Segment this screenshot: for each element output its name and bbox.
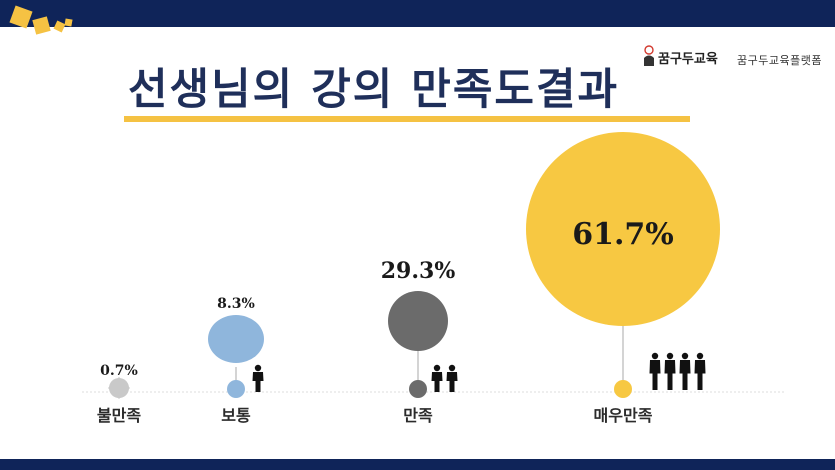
bottom-bar xyxy=(0,459,835,470)
brand-hand-icon xyxy=(644,45,654,66)
brand-logo-text: 꿈구두교육 xyxy=(658,52,718,67)
person-icon xyxy=(664,352,676,390)
value-label: 8.3% xyxy=(217,296,255,312)
title-underline xyxy=(124,116,690,122)
category-label: 불만족 xyxy=(97,406,141,425)
category-label: 매우만족 xyxy=(594,406,653,425)
bubble xyxy=(388,291,448,351)
anchor-dot xyxy=(227,380,245,398)
person-icon xyxy=(649,352,661,390)
bubble-core xyxy=(109,378,129,398)
person-icon xyxy=(252,364,264,392)
category-label: 만족 xyxy=(403,406,433,425)
bubble xyxy=(526,132,720,326)
person-icon xyxy=(446,364,458,392)
value-label: 29.3% xyxy=(381,258,456,284)
page-title: 선생님의 강의 만족도결과 xyxy=(128,65,620,115)
value-label: 0.7% xyxy=(100,363,138,379)
person-icon xyxy=(694,352,706,390)
anchor-dot xyxy=(614,380,632,398)
person-icon xyxy=(679,352,691,390)
anchor-dot xyxy=(409,380,427,398)
brand: 꿈구두교육 꿈구두교육플랫폼 xyxy=(640,44,830,78)
person-icon xyxy=(431,364,443,392)
category-label: 보통 xyxy=(221,406,251,425)
brand-platform-name: 꿈구두교육플랫폼 xyxy=(737,54,822,67)
top-bar xyxy=(0,0,835,27)
value-label: 61.7% xyxy=(572,217,674,252)
bubble xyxy=(208,315,264,363)
